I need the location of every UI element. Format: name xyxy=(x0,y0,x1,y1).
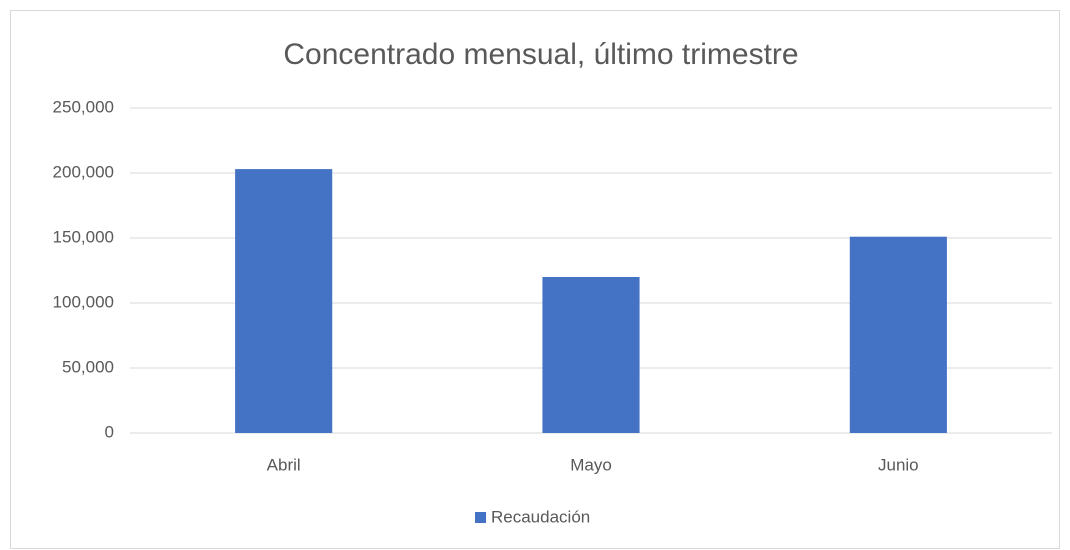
y-tick-label: 150,000 xyxy=(53,227,114,246)
legend-label: Recaudación xyxy=(491,507,590,526)
y-tick-label: 200,000 xyxy=(53,162,114,181)
legend-swatch xyxy=(475,512,486,523)
bar xyxy=(542,277,640,433)
x-tick-label: Abril xyxy=(267,455,301,474)
chart-title: Concentrado mensual, último trimestre xyxy=(283,38,798,71)
y-tick-label: 0 xyxy=(105,422,114,441)
y-tick-label: 50,000 xyxy=(62,357,114,376)
bar xyxy=(235,169,333,433)
x-tick-label: Mayo xyxy=(570,455,612,474)
x-tick-label: Junio xyxy=(878,455,919,474)
y-tick-label: 250,000 xyxy=(53,97,114,116)
bar xyxy=(849,236,947,433)
y-tick-label: 100,000 xyxy=(53,292,114,311)
